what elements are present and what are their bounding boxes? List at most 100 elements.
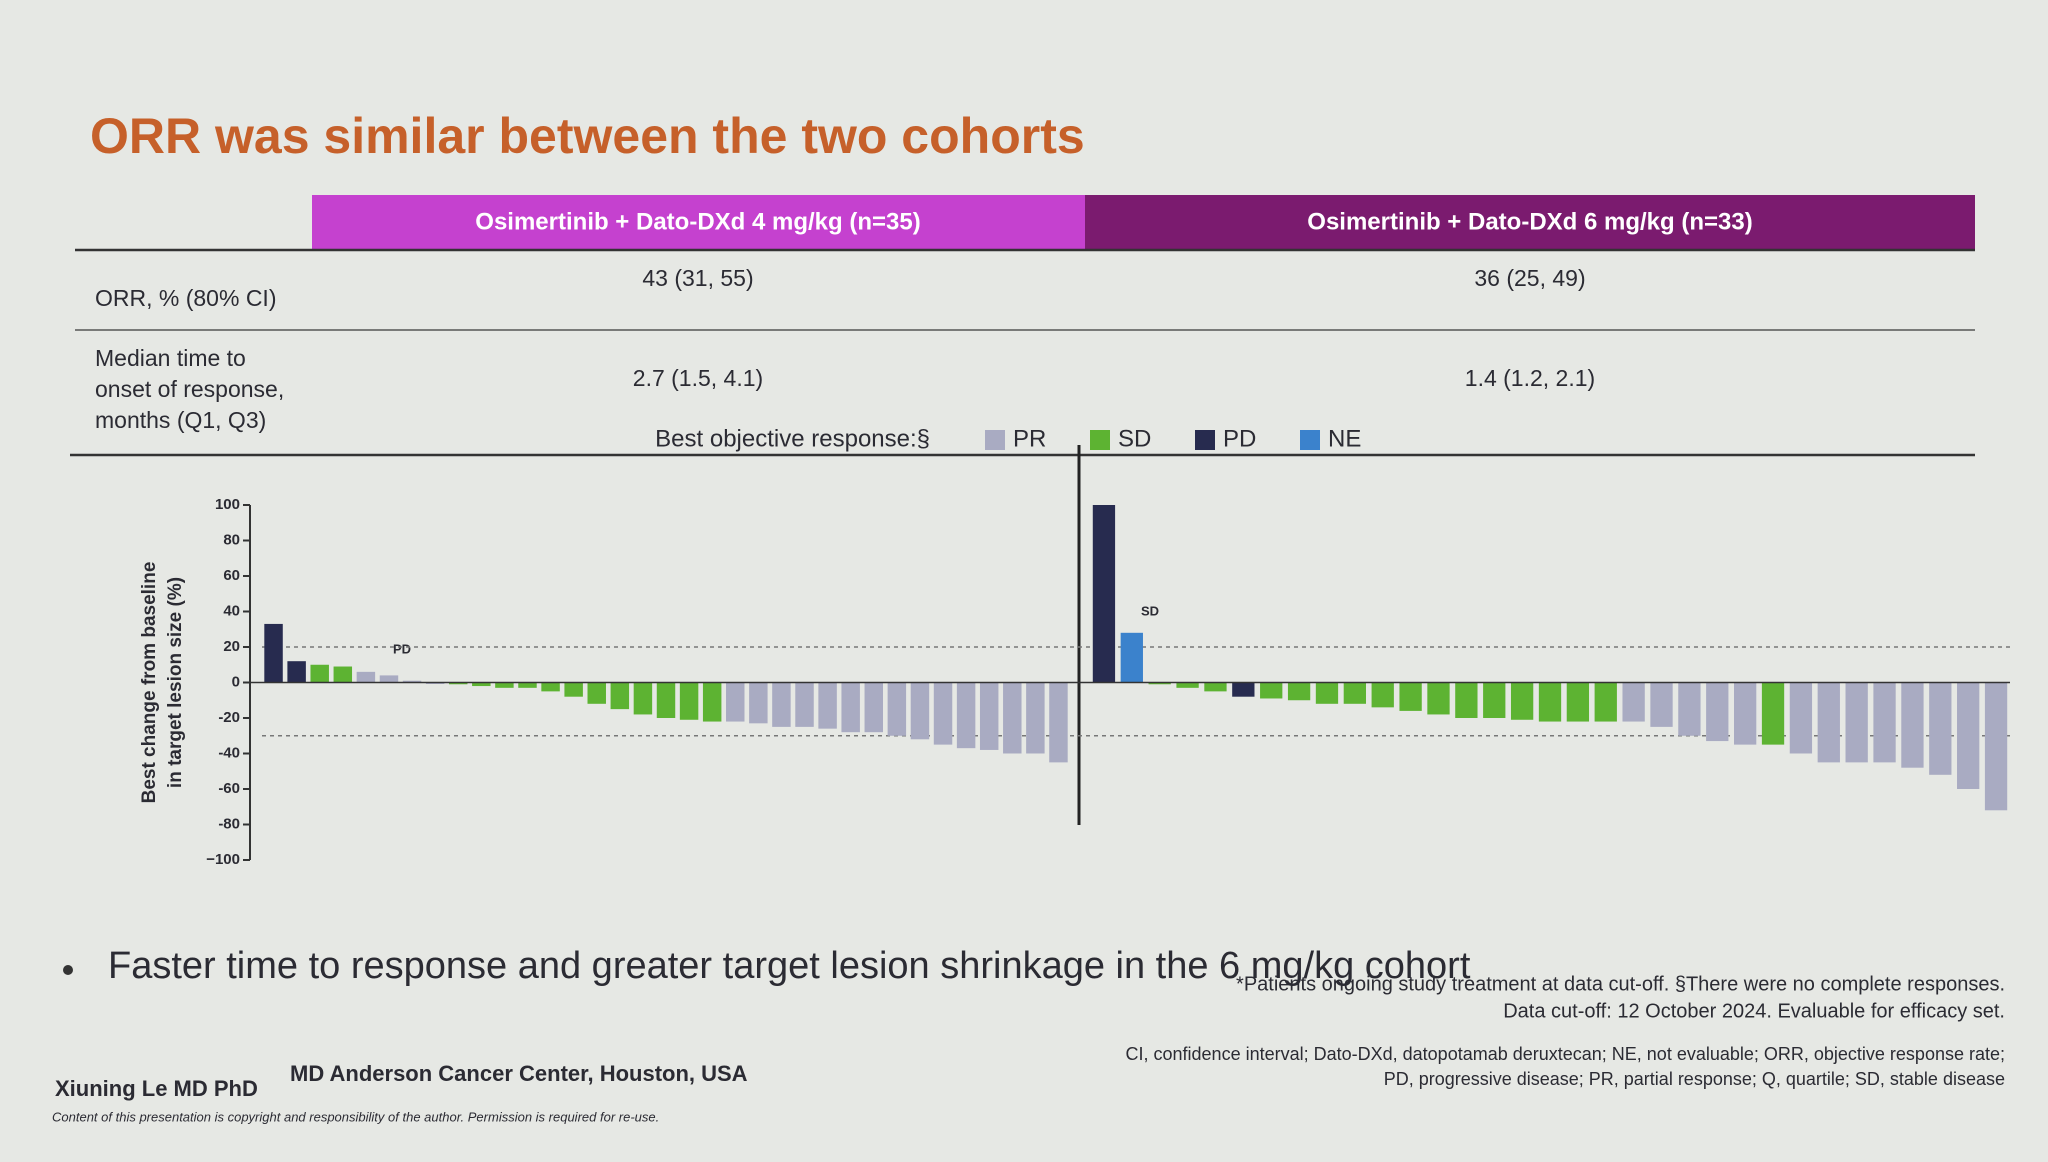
bar xyxy=(1538,682,1562,722)
bar xyxy=(1845,682,1868,763)
header-text: Osimertinib + Dato-DXd 6 mg/kg (n=33) xyxy=(1307,208,1752,235)
bar xyxy=(1287,682,1311,701)
header-text: Osimertinib + Dato-DXd 4 mg/kg (n=35) xyxy=(475,208,920,235)
footnote: CI, confidence interval; Dato-DXd, datop… xyxy=(1126,1044,2005,1064)
bar xyxy=(933,682,953,745)
bar xyxy=(1092,505,1116,683)
bar xyxy=(333,666,353,683)
bar xyxy=(772,682,791,727)
bar xyxy=(287,661,306,683)
bar xyxy=(1984,682,2008,811)
footnote: Data cut-off: 12 October 2024. Evaluable… xyxy=(1503,1000,2005,1022)
y-tick-label: −100 xyxy=(206,851,240,868)
bar xyxy=(979,682,999,750)
bar xyxy=(564,682,583,697)
bar xyxy=(518,682,537,688)
bar xyxy=(448,682,468,685)
bar xyxy=(1622,682,1645,722)
annotation: PD xyxy=(393,641,411,656)
affiliation: MD Anderson Cancer Center, Houston, USA xyxy=(290,1061,748,1086)
bar xyxy=(541,682,560,692)
bar xyxy=(1049,682,1068,763)
bar xyxy=(1901,682,1924,768)
bar xyxy=(1176,682,1199,688)
header-cell xyxy=(1085,195,1975,250)
bar xyxy=(1789,682,1813,754)
bar xyxy=(1026,682,1045,754)
bar xyxy=(864,682,884,733)
slide-title: ORR was similar between the two cohorts xyxy=(90,108,1085,164)
y-tick-label: 100 xyxy=(215,496,240,513)
bar xyxy=(679,682,699,720)
author: Xiuning Le MD PhD xyxy=(55,1076,258,1101)
bar xyxy=(310,664,329,683)
bar xyxy=(956,682,976,749)
y-axis-label: Best change from baseline xyxy=(139,562,160,804)
bar xyxy=(1399,682,1422,711)
bar xyxy=(1734,682,1757,745)
y-tick-label: 40 xyxy=(223,602,240,619)
bar xyxy=(356,671,376,683)
bar xyxy=(1873,682,1896,763)
bar xyxy=(1957,682,1980,789)
row-label: months (Q1, Q3) xyxy=(95,407,266,433)
bar xyxy=(887,682,907,736)
bar xyxy=(1148,682,1171,685)
y-axis-label: in target lesion size (%) xyxy=(165,577,186,788)
header-cell xyxy=(312,195,1085,250)
row-label: Median time to xyxy=(95,345,246,371)
bar xyxy=(472,682,491,687)
cell: 2.7 (1.5, 4.1) xyxy=(633,365,763,391)
bar xyxy=(1204,682,1227,692)
y-tick-label: 80 xyxy=(223,531,240,548)
bar xyxy=(1232,682,1255,697)
legend-label: NE xyxy=(1328,425,1361,452)
y-tick-label: -20 xyxy=(218,709,240,726)
bar xyxy=(1427,682,1450,715)
bullet-dot xyxy=(63,965,73,975)
bar xyxy=(495,682,514,688)
y-tick-label: -60 xyxy=(218,780,240,797)
bar xyxy=(264,623,283,683)
bar xyxy=(1483,682,1506,718)
bar xyxy=(1817,682,1840,763)
bar xyxy=(402,680,422,683)
bar xyxy=(1929,682,1952,775)
cell: 1.4 (1.2, 2.1) xyxy=(1465,365,1595,391)
bar xyxy=(656,682,676,718)
bar xyxy=(1371,682,1394,708)
bar xyxy=(726,682,745,722)
bar xyxy=(1260,682,1283,699)
bar xyxy=(749,682,768,724)
legend-swatch xyxy=(985,430,1005,450)
bar xyxy=(1003,682,1022,754)
annotation: SD xyxy=(1141,603,1159,618)
bar xyxy=(818,682,837,729)
cell: 43 (31, 55) xyxy=(642,265,753,291)
bar xyxy=(1510,682,1534,720)
bar xyxy=(1120,632,1143,683)
bar xyxy=(702,682,722,722)
y-tick-label: 20 xyxy=(223,638,240,655)
y-tick-label: -40 xyxy=(218,744,240,761)
y-tick-label: 60 xyxy=(223,567,240,584)
bullet-text: Faster time to response and greater targ… xyxy=(108,945,1471,987)
bar xyxy=(587,682,606,704)
copyright: Content of this presentation is copyrigh… xyxy=(52,1109,659,1124)
legend-swatch xyxy=(1195,430,1215,450)
footnote: *Patients ongoing study treatment at dat… xyxy=(1236,973,2005,995)
bar xyxy=(1650,682,1673,727)
footnote: PD, progressive disease; PR, partial res… xyxy=(1384,1069,2005,1089)
legend-title: Best objective response:§ xyxy=(655,425,930,452)
legend-label: PR xyxy=(1013,425,1046,452)
legend-swatch xyxy=(1090,430,1110,450)
bar xyxy=(1455,682,1478,718)
bar xyxy=(1594,682,1617,722)
bar xyxy=(841,682,860,733)
bar xyxy=(1566,682,1590,722)
row-label: onset of response, xyxy=(95,376,284,402)
cell: 36 (25, 49) xyxy=(1474,265,1585,291)
